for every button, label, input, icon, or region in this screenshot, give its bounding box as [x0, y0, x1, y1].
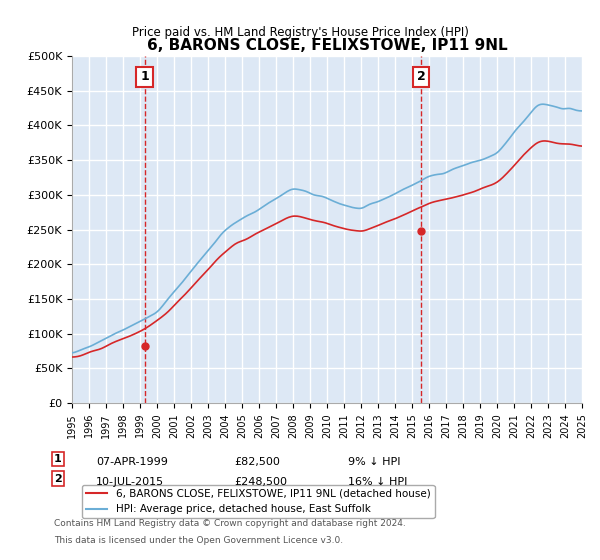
- Text: 1: 1: [140, 71, 149, 83]
- Text: £248,500: £248,500: [234, 477, 287, 487]
- Legend: 6, BARONS CLOSE, FELIXSTOWE, IP11 9NL (detached house), HPI: Average price, deta: 6, BARONS CLOSE, FELIXSTOWE, IP11 9NL (d…: [82, 485, 434, 519]
- Text: Price paid vs. HM Land Registry's House Price Index (HPI): Price paid vs. HM Land Registry's House …: [131, 26, 469, 39]
- Title: 6, BARONS CLOSE, FELIXSTOWE, IP11 9NL: 6, BARONS CLOSE, FELIXSTOWE, IP11 9NL: [146, 39, 508, 53]
- Text: This data is licensed under the Open Government Licence v3.0.: This data is licensed under the Open Gov…: [54, 536, 343, 545]
- Text: 16% ↓ HPI: 16% ↓ HPI: [348, 477, 407, 487]
- Text: 2: 2: [54, 474, 62, 484]
- Text: 10-JUL-2015: 10-JUL-2015: [96, 477, 164, 487]
- Text: 07-APR-1999: 07-APR-1999: [96, 457, 168, 467]
- Text: 9% ↓ HPI: 9% ↓ HPI: [348, 457, 401, 467]
- Text: Contains HM Land Registry data © Crown copyright and database right 2024.: Contains HM Land Registry data © Crown c…: [54, 520, 406, 529]
- Text: 2: 2: [416, 71, 425, 83]
- Text: 1: 1: [54, 454, 62, 464]
- Text: £82,500: £82,500: [234, 457, 280, 467]
